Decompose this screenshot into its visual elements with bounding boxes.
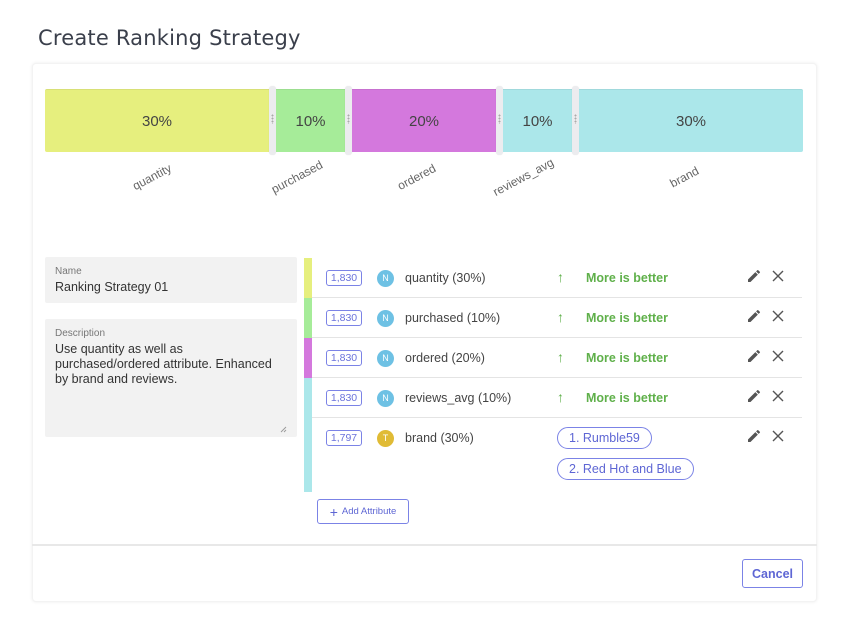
close-icon[interactable] — [771, 268, 785, 284]
add-attribute-button[interactable]: + Add Attribute — [317, 499, 409, 524]
attribute-color-strip — [304, 298, 312, 338]
name-label: Name — [55, 266, 82, 277]
attribute-name: brand (30%) — [405, 431, 474, 445]
numeric-type-icon: N — [377, 310, 394, 327]
count-badge: 1,830 — [326, 270, 362, 286]
attribute-row: 1,830 N ordered (20%) ↑ More is better — [304, 338, 802, 378]
count-badge: 1,830 — [326, 390, 362, 406]
weight-segment-brand: 30% — [579, 89, 803, 152]
weight-drag-handle[interactable] — [496, 86, 503, 155]
segment-percent: 30% — [141, 112, 173, 130]
weight-drag-handle[interactable] — [572, 86, 579, 155]
direction-label: More is better — [586, 351, 668, 365]
segment-label: reviews_avg — [490, 155, 557, 199]
direction-label: More is better — [586, 271, 668, 285]
weight-distribution-bar: 30% 10% 20% 10% 30% — [45, 86, 803, 155]
description-textarea[interactable]: Use quantity as well as purchased/ordere… — [55, 342, 272, 386]
close-icon[interactable] — [771, 428, 785, 444]
arrow-up-icon: ↑ — [557, 389, 564, 405]
close-icon[interactable] — [771, 348, 785, 364]
attribute-row: 1,797 T brand (30%) 1. Rumble59 2. Red H… — [304, 418, 802, 492]
count-badge: 1,830 — [326, 350, 362, 366]
weight-segment-ordered: 20% — [352, 89, 496, 152]
weight-drag-handle[interactable] — [269, 86, 276, 155]
text-type-icon: T — [377, 430, 394, 447]
segment-percent: 10% — [295, 112, 326, 130]
add-attribute-label: Add Attribute — [341, 506, 397, 517]
attribute-color-strip — [304, 418, 312, 492]
numeric-type-icon: N — [377, 390, 394, 407]
weight-segment-quantity: 30% — [45, 89, 269, 152]
weight-segment-reviews-avg: 10% — [503, 89, 572, 152]
attribute-row: 1,830 N quantity (30%) ↑ More is better — [304, 258, 802, 298]
attribute-color-strip — [304, 378, 312, 418]
description-label: Description — [55, 328, 106, 339]
pencil-icon[interactable] — [746, 388, 762, 404]
pencil-icon[interactable] — [746, 308, 762, 324]
arrow-up-icon: ↑ — [557, 349, 564, 365]
cancel-button[interactable]: Cancel — [742, 559, 803, 588]
attribute-name: ordered (20%) — [405, 351, 485, 365]
arrow-up-icon: ↑ — [557, 269, 564, 285]
description-field[interactable]: Description Use quantity as well as purc… — [45, 319, 297, 437]
weight-segment-purchased: 10% — [276, 89, 345, 152]
pencil-icon[interactable] — [746, 348, 762, 364]
brand-value-pill[interactable]: 1. Rumble59 — [557, 427, 652, 449]
attribute-list: 1,830 N quantity (30%) ↑ More is better … — [304, 258, 802, 492]
pencil-icon[interactable] — [746, 268, 762, 284]
pencil-icon[interactable] — [746, 428, 762, 444]
weight-segment-labels: quantity purchased ordered reviews_avg b… — [45, 152, 803, 212]
numeric-type-icon: N — [377, 350, 394, 367]
brand-value-pill[interactable]: 2. Red Hot and Blue — [557, 458, 694, 480]
direction-label: More is better — [586, 311, 668, 325]
grip-icon — [347, 114, 350, 124]
segment-label: quantity — [130, 160, 174, 194]
direction-label: More is better — [586, 391, 668, 405]
page-title: Create Ranking Strategy — [38, 26, 301, 50]
attribute-name: purchased (10%) — [405, 311, 501, 325]
attribute-row: 1,830 N purchased (10%) ↑ More is better — [304, 298, 802, 338]
arrow-up-icon: ↑ — [557, 309, 564, 325]
attribute-name: quantity (30%) — [405, 271, 486, 285]
segment-label: purchased — [268, 157, 326, 197]
segment-percent: 20% — [408, 112, 440, 130]
segment-label: ordered — [395, 161, 439, 193]
close-icon[interactable] — [771, 308, 785, 324]
attribute-color-strip — [304, 258, 312, 298]
attribute-row: 1,830 N reviews_avg (10%) ↑ More is bett… — [304, 378, 802, 418]
close-icon[interactable] — [771, 388, 785, 404]
resize-handle-icon[interactable] — [280, 426, 287, 433]
name-input[interactable]: Ranking Strategy 01 — [55, 280, 169, 294]
segment-percent: 30% — [675, 112, 707, 130]
segment-label: brand — [667, 163, 702, 191]
name-field[interactable]: Name Ranking Strategy 01 — [45, 257, 297, 303]
attribute-color-strip — [304, 338, 312, 378]
segment-percent: 10% — [522, 112, 553, 130]
count-badge: 1,797 — [326, 430, 362, 446]
grip-icon — [574, 114, 577, 124]
numeric-type-icon: N — [377, 270, 394, 287]
grip-icon — [498, 114, 501, 124]
weight-drag-handle[interactable] — [345, 86, 352, 155]
count-badge: 1,830 — [326, 310, 362, 326]
plus-icon: + — [329, 503, 338, 520]
grip-icon — [271, 114, 274, 124]
footer-divider — [32, 544, 817, 546]
attribute-name: reviews_avg (10%) — [405, 391, 512, 405]
